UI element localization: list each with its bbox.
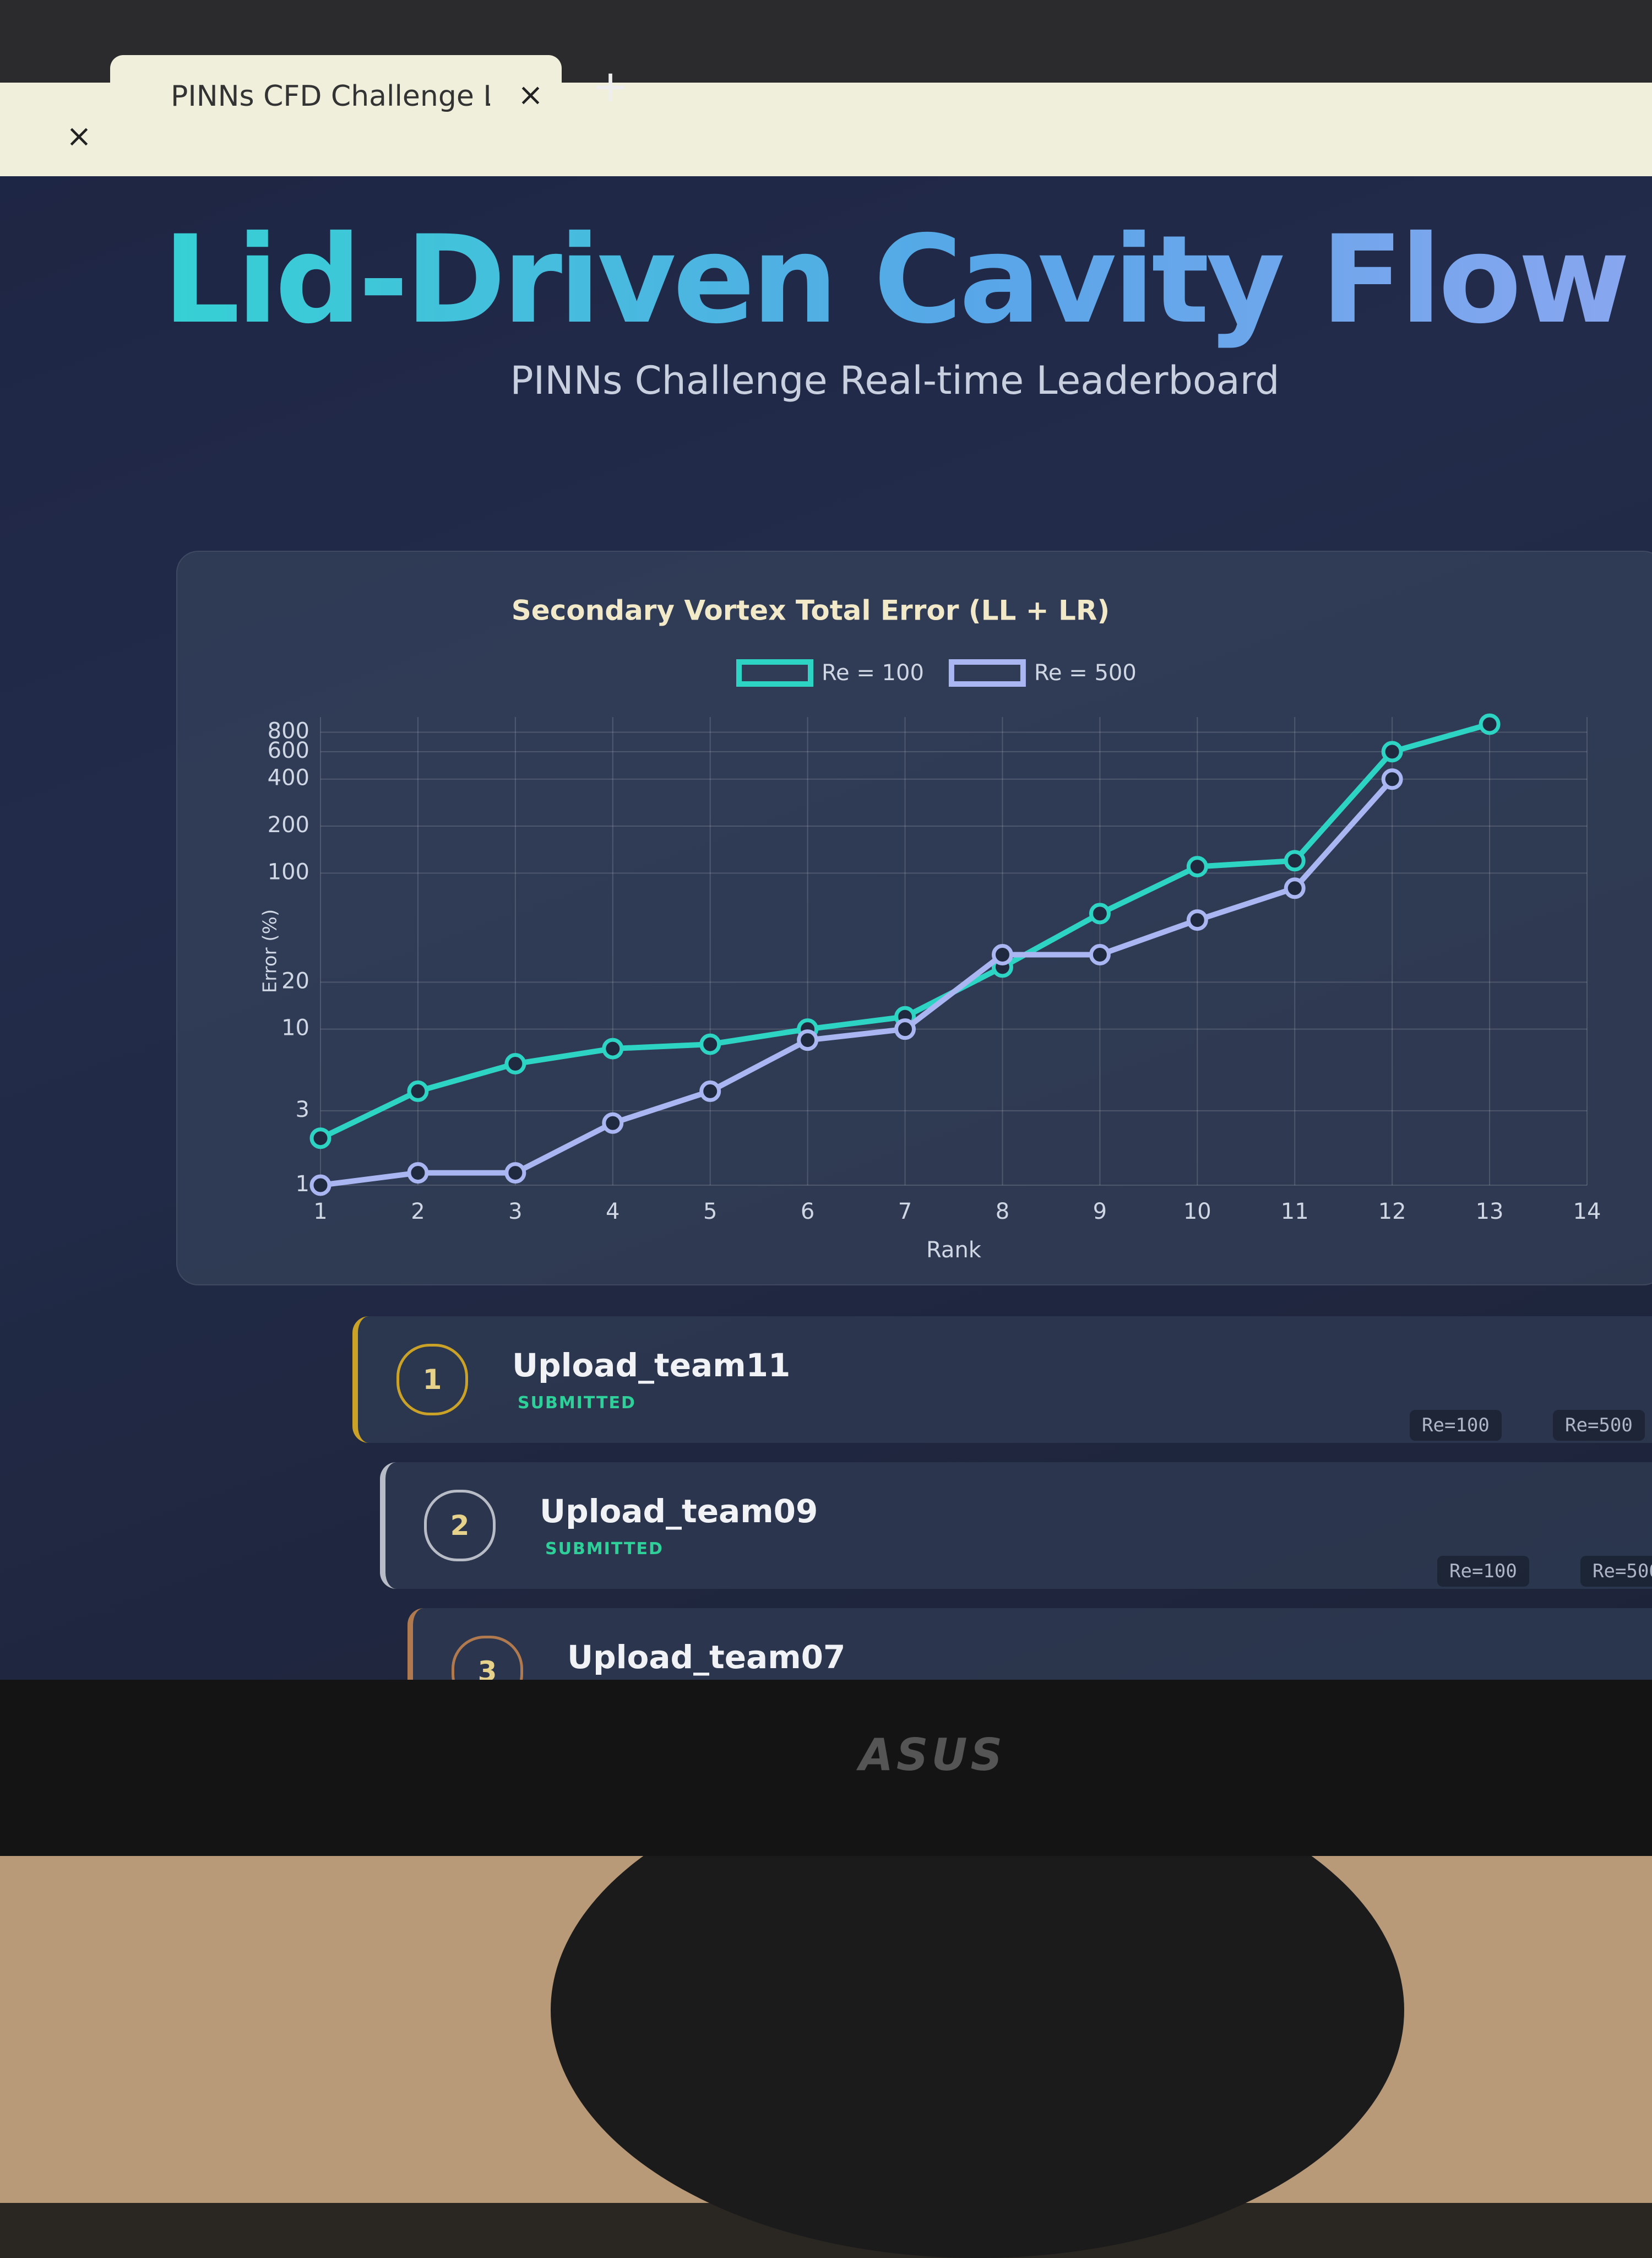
y-tick-label: 10	[281, 1016, 309, 1041]
chart-card: Secondary Vortex Total Error (LL + LR) Re…	[176, 551, 1652, 1285]
data-point	[309, 1127, 332, 1149]
chart-title: Secondary Vortex Total Error (LL + LR)	[512, 595, 1110, 627]
data-point	[1381, 741, 1403, 763]
x-tick-label: 1	[313, 1199, 327, 1224]
data-point	[1186, 909, 1208, 931]
case-badge: Re=500	[1553, 1410, 1645, 1441]
rank-badge: 2	[424, 1490, 496, 1561]
tab-title: PINNs CFD Challenge Lea	[171, 80, 490, 113]
y-tick-label: 200	[268, 812, 309, 838]
leaderboard-entry[interactable]: 3 Upload_team07	[407, 1608, 1652, 1680]
x-tick-label: 7	[898, 1199, 912, 1224]
case-badge: Re=500	[1580, 1556, 1652, 1587]
data-point	[699, 1080, 721, 1102]
page-title: Lid-Driven Cavity Flow	[0, 209, 1652, 350]
team-name: Upload_team07	[567, 1638, 846, 1676]
monitor-bezel	[0, 1680, 1652, 1856]
data-point	[699, 1033, 721, 1055]
data-point	[894, 1018, 916, 1040]
x-tick-label: 3	[508, 1199, 522, 1224]
x-tick-label: 8	[996, 1199, 1009, 1224]
data-point	[1089, 943, 1111, 965]
leaderboard-entry[interactable]: 2 Upload_team09 SUBMITTED Re=100 Re=500	[380, 1462, 1652, 1589]
y-tick-label: 600	[268, 738, 309, 763]
team-name: Upload_team09	[540, 1492, 818, 1530]
data-point	[602, 1038, 624, 1060]
x-tick-label: 12	[1378, 1199, 1406, 1224]
data-point	[797, 1029, 819, 1051]
leaderboard-entry[interactable]: 1 Upload_team11 SUBMITTED Re=100 Re=500	[352, 1316, 1652, 1443]
x-tick-label: 13	[1476, 1199, 1504, 1224]
page-subtitle: PINNs Challenge Real-time Leaderboard	[510, 358, 1280, 403]
data-point	[407, 1162, 429, 1184]
data-point	[1284, 850, 1306, 872]
legend-swatch	[948, 659, 1026, 687]
close-tab-button[interactable]: ×	[66, 118, 92, 154]
y-tick-label: 1	[296, 1171, 309, 1197]
close-tab-button[interactable]: ×	[518, 77, 544, 113]
active-tab[interactable]	[110, 55, 562, 121]
case-badge: Re=100	[1410, 1410, 1502, 1441]
x-tick-label: 14	[1573, 1199, 1601, 1224]
y-tick-label: 20	[281, 968, 309, 994]
case-badge: Re=100	[1437, 1556, 1529, 1587]
screen: × PINNs CFD Challenge Lea × + Lid-Driven…	[0, 0, 1652, 1680]
x-tick-label: 2	[411, 1199, 425, 1224]
x-tick-label: 9	[1093, 1199, 1107, 1224]
monitor-logo: ASUS	[859, 1729, 1006, 1781]
legend-label: Re = 100	[822, 660, 924, 686]
chart: Secondary Vortex Total Error (LL + LR) Re…	[259, 595, 1601, 1263]
y-tick-label: 100	[268, 859, 309, 884]
x-axis-label: Rank	[926, 1237, 982, 1263]
legend-swatch	[736, 659, 813, 687]
data-point	[1381, 768, 1403, 790]
data-point	[1284, 877, 1306, 899]
status-label: SUBMITTED	[545, 1539, 664, 1559]
y-tick-label: 800	[268, 718, 309, 743]
y-tick-label: 3	[296, 1097, 309, 1122]
x-tick-label: 4	[606, 1199, 620, 1224]
data-point	[1089, 903, 1111, 925]
new-tab-button[interactable]: +	[592, 61, 629, 112]
data-point	[504, 1162, 526, 1184]
legend-label: Re = 500	[1034, 660, 1137, 686]
team-name: Upload_team11	[512, 1347, 791, 1384]
data-point	[991, 943, 1013, 965]
rank-badge: 3	[452, 1636, 523, 1680]
y-axis-label: Error (%)	[259, 909, 281, 994]
x-tick-label: 6	[801, 1199, 814, 1224]
data-point	[1479, 713, 1501, 735]
data-point	[602, 1112, 624, 1134]
series-line	[320, 777, 1394, 1188]
x-tick-label: 10	[1183, 1199, 1211, 1224]
x-tick-label: 5	[703, 1199, 717, 1224]
data-point	[1186, 856, 1208, 878]
data-point	[504, 1053, 526, 1075]
rank-badge: 1	[396, 1344, 468, 1415]
y-tick-label: 400	[268, 766, 309, 791]
status-label: SUBMITTED	[518, 1393, 636, 1413]
data-point	[407, 1080, 429, 1102]
data-point	[309, 1174, 332, 1196]
x-tick-label: 11	[1281, 1199, 1309, 1224]
